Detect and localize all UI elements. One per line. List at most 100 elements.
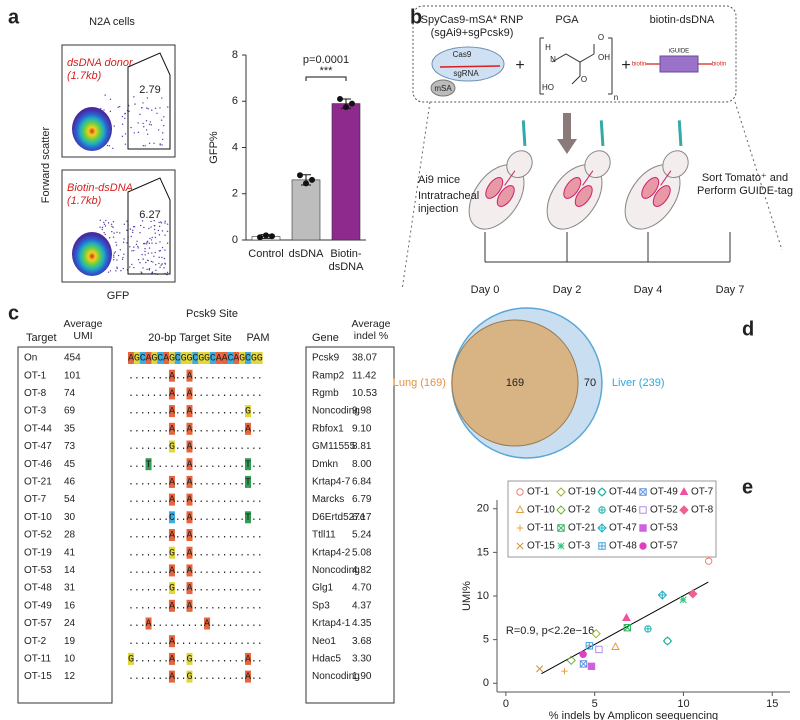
flow-event	[145, 129, 148, 131]
sequence-base: .	[157, 442, 163, 453]
legend-label: OT-44	[609, 487, 637, 498]
flow-event	[144, 254, 146, 256]
sequence-base: .	[192, 637, 198, 648]
sequence-base: A	[169, 424, 175, 435]
sequence-base: A	[222, 354, 228, 365]
flow-event	[158, 221, 160, 224]
donor-label: biotin-dsDNA	[650, 14, 715, 26]
sequence-base: .	[222, 371, 228, 382]
sequence-base: T	[245, 513, 251, 524]
sequence-base: .	[245, 619, 251, 630]
flow-event	[145, 120, 148, 122]
sequence-base: .	[128, 460, 134, 471]
target-cell: OT-3	[24, 406, 47, 417]
sequence-base: .	[204, 460, 210, 471]
base-highlight	[245, 458, 251, 471]
gene-cell: Sp3	[312, 600, 330, 611]
sequence-base: A	[186, 584, 192, 595]
flow-event	[162, 132, 164, 134]
flow-event	[107, 222, 110, 224]
flow-event	[115, 241, 117, 243]
base-highlight	[233, 352, 240, 364]
sequence-base: .	[198, 442, 204, 453]
sequence-base: .	[157, 478, 163, 489]
umi-cell: 24	[64, 618, 76, 629]
y-tick-label: 15	[477, 546, 489, 558]
legend-label: OT-3	[568, 541, 591, 552]
timeline	[484, 232, 731, 263]
base-highlight	[128, 652, 134, 665]
sequence-base: .	[239, 584, 245, 595]
sequence-base: .	[181, 442, 187, 453]
sequence-base: .	[216, 460, 222, 471]
flow-event	[153, 142, 155, 144]
sequence-base: G	[251, 354, 257, 365]
base-highlight	[157, 352, 164, 364]
sequence-base: .	[204, 566, 210, 577]
sequence-base: .	[181, 619, 187, 630]
flow-event	[129, 228, 132, 230]
flow-event	[122, 241, 125, 244]
flow-event	[132, 229, 134, 231]
sequence-base: .	[227, 531, 233, 542]
legend-marker	[679, 505, 689, 515]
sequence-base: .	[163, 424, 169, 435]
sequence-base: .	[134, 619, 140, 630]
x-tick-label: Control	[248, 248, 284, 260]
sequence-base: .	[222, 584, 228, 595]
target-cell: OT-21	[24, 477, 52, 488]
sequence-base: .	[192, 531, 198, 542]
sequence-base: .	[239, 495, 245, 506]
flow-event	[114, 251, 116, 253]
sequence-base: .	[251, 513, 257, 524]
stat-annotation: R=0.9, p<2.2e−16	[506, 625, 594, 637]
flow-event	[112, 254, 115, 256]
sequence-base: .	[192, 424, 198, 435]
sequence-base: .	[181, 672, 187, 683]
sequence-base: .	[210, 672, 216, 683]
sequence-base: .	[227, 619, 233, 630]
base-highlight	[163, 352, 170, 364]
sequence-base: .	[257, 531, 263, 542]
target-cell: OT-49	[24, 600, 52, 611]
flow-event	[146, 241, 148, 244]
flow-event	[158, 250, 160, 252]
sequence-base: .	[181, 513, 187, 524]
indel-cell: 1.90	[352, 671, 372, 682]
flow-event	[133, 132, 136, 134]
flow-event	[132, 226, 135, 228]
flow-event	[146, 107, 148, 109]
flow-event	[112, 236, 115, 238]
sequence-base: .	[239, 513, 245, 524]
flow-event	[100, 107, 102, 110]
sequence-base: .	[233, 371, 239, 382]
base-highlight	[128, 352, 134, 364]
sequence-base: .	[239, 672, 245, 683]
y-tick-label: 4	[232, 141, 238, 153]
sequence-base: .	[216, 584, 222, 595]
sequence-base: .	[134, 584, 140, 595]
base-highlight	[168, 511, 175, 524]
gene-cell: Marcks	[312, 494, 344, 505]
mouse-lung	[563, 177, 582, 199]
base-highlight	[186, 405, 193, 418]
sequence-base: .	[163, 601, 169, 612]
sequence-base: A	[169, 531, 175, 542]
sequence-base: C	[245, 354, 251, 365]
sequence-base: .	[251, 584, 257, 595]
sequence-base: .	[216, 495, 222, 506]
sequence-base: C	[210, 354, 216, 365]
umi-cell: 14	[64, 565, 76, 576]
flow-event	[115, 244, 118, 246]
sequence-base: .	[251, 637, 257, 648]
flow-event	[136, 240, 138, 242]
sequence-base: .	[192, 478, 198, 489]
umi-cell: 46	[64, 477, 76, 488]
umi-cell: 54	[64, 494, 76, 505]
flow-event	[137, 258, 140, 261]
data-point	[622, 613, 631, 622]
sequence-base: T	[245, 478, 251, 489]
base-highlight	[245, 475, 251, 488]
data-point	[657, 590, 668, 600]
umi-cell: 74	[64, 388, 76, 399]
